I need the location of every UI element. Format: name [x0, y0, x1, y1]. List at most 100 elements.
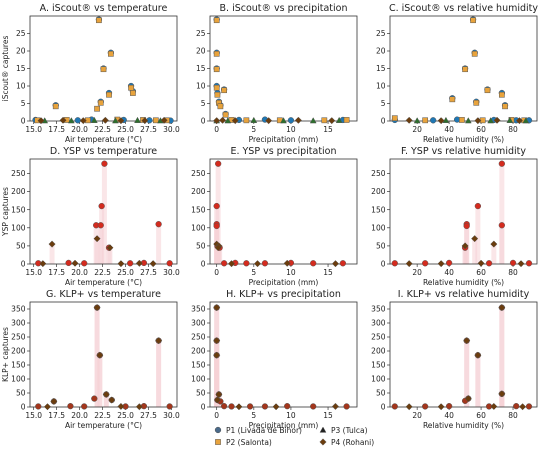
x-tick-label: 22.5 [94, 125, 111, 134]
y-axis-label: KLP+ captures [1, 327, 10, 382]
y-tick-label: 350 [11, 305, 26, 314]
axes-frame [29, 301, 178, 408]
data-point [65, 259, 72, 267]
y-tick-label: 0 [201, 117, 206, 126]
y-tick-label: 50 [16, 389, 26, 398]
data-point [498, 91, 505, 98]
y-tick-label: 50 [16, 241, 26, 250]
x-tick-label: 20 [412, 268, 422, 277]
x-tick-label: 15.0 [25, 268, 42, 277]
y-tick-label: 300 [11, 319, 26, 328]
x-axis-label: Precipitation (mm) [249, 421, 319, 430]
y-tick-label: 10 [196, 82, 206, 91]
x-tick-label: 40 [444, 125, 454, 134]
y-tick-label: 150 [371, 361, 386, 370]
data-point [463, 222, 470, 230]
legend-label: P4 (Rohani) [331, 438, 374, 447]
x-axis-label: Air temperature (°C) [65, 135, 142, 144]
x-tick-label: 20 [412, 411, 422, 420]
data-point [50, 397, 58, 405]
data-point [108, 396, 116, 404]
panel-title: G. KLP+ vs temperature [46, 289, 161, 300]
chart-panel: 15.0 17.5 20.0 22.5 25.0 27.5 30.0 0 50 100 150 200… [1, 146, 180, 287]
x-tick-label: 15 [323, 268, 333, 277]
x-tick-label: 27.5 [140, 411, 157, 420]
x-tick-label: 10 [286, 125, 296, 134]
x-tick-label: 60 [476, 268, 486, 277]
data-point [224, 117, 232, 124]
y-tick-label: 50 [196, 241, 206, 250]
data-point [253, 260, 262, 268]
data-point [130, 90, 136, 96]
data-point [166, 403, 173, 410]
data-point [166, 260, 173, 267]
data-point [265, 117, 273, 125]
data-point [464, 395, 472, 403]
data-point [220, 403, 228, 410]
data-point [490, 402, 498, 410]
data-point [243, 260, 250, 267]
data-point [90, 116, 98, 123]
data-point [117, 402, 125, 410]
data-point [48, 240, 56, 248]
x-tick-label: 25.0 [117, 125, 134, 134]
data-point [343, 117, 350, 123]
data-point [437, 117, 445, 125]
x-tick-label: 30.0 [163, 125, 180, 134]
x-axis-label: Precipitation (mm) [249, 135, 319, 144]
data-point [422, 403, 429, 410]
x-tick-label: 25.0 [117, 411, 134, 420]
data-point [97, 222, 104, 229]
y-tick-label: 0 [201, 260, 206, 269]
data-point [477, 259, 485, 267]
data-point [221, 87, 227, 94]
data-point [498, 304, 506, 312]
legend-marker [319, 438, 327, 446]
panel-title: H. KLP+ vs precipitation [226, 289, 341, 300]
data-point [391, 260, 398, 267]
data-point [98, 202, 105, 210]
y-tick-label: 15 [376, 64, 386, 73]
data-point [519, 403, 527, 411]
x-tick-label: 15.0 [25, 125, 42, 134]
y-tick-label: 100 [11, 223, 26, 232]
data-point [213, 351, 221, 359]
x-tick-label: 15.0 [25, 411, 42, 420]
y-tick-label: 0 [381, 260, 386, 269]
data-point [287, 117, 295, 124]
y-tick-label: 350 [191, 305, 206, 314]
data-point [246, 403, 254, 410]
data-point [91, 395, 98, 402]
data-point [474, 351, 482, 359]
data-point [294, 116, 302, 124]
y-tick-label: 250 [371, 169, 386, 178]
data-point [464, 117, 472, 124]
data-point [422, 117, 429, 124]
data-point [445, 403, 453, 410]
data-point [74, 117, 81, 124]
x-tick-label: 80 [508, 268, 518, 277]
x-tick-label: 10 [286, 268, 296, 277]
y-tick-label: 15 [196, 64, 206, 73]
panel-title: B. iScout® vs precipitation [220, 3, 348, 14]
data-point [331, 402, 340, 410]
data-point [335, 116, 343, 123]
data-point [243, 117, 250, 124]
legend-label: P3 (Tulca) [331, 426, 368, 435]
data-point [213, 396, 221, 404]
data-point [525, 260, 533, 267]
data-point [461, 242, 469, 250]
data-point [309, 117, 317, 124]
data-point [471, 50, 478, 57]
data-point [513, 403, 520, 410]
data-point [493, 116, 501, 124]
legend-marker [214, 426, 222, 434]
y-tick-label: 200 [191, 347, 206, 356]
data-point [213, 17, 220, 24]
y-tick-label: 15 [16, 64, 26, 73]
data-point [261, 403, 269, 410]
y-tick-label: 150 [11, 205, 26, 214]
data-point [471, 235, 479, 243]
